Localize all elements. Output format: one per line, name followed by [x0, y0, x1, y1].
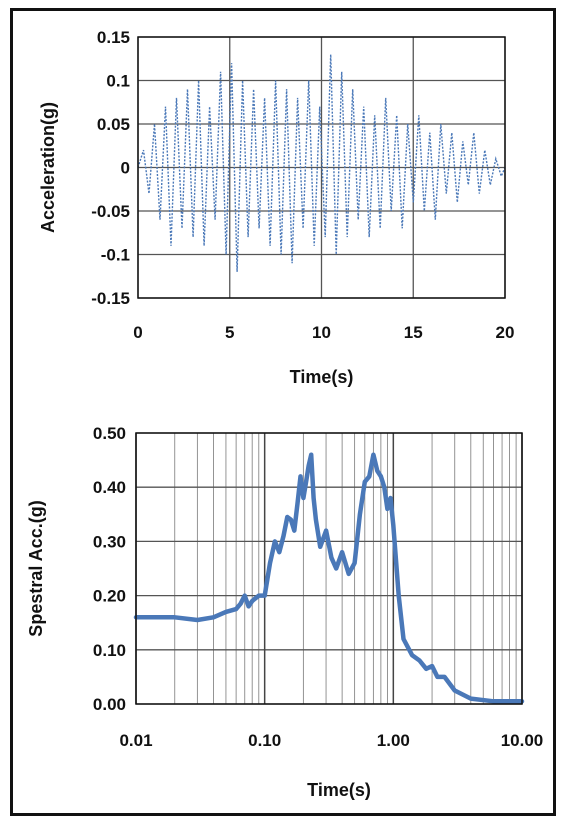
acceleration-x-tick-label: 20	[496, 323, 515, 342]
spectral-y-ticks: 0.50 0.40 0.30 0.20 0.10 0.00	[93, 424, 126, 714]
acceleration-x-tick-label: 5	[225, 323, 234, 342]
acceleration-x-axis-label: Time(s)	[290, 367, 354, 387]
spectral-chart: 0.50 0.40 0.30 0.20 0.10 0.00 0.01 0.10 1.00 10.…	[26, 424, 543, 800]
acceleration-x-tick-label: 0	[133, 323, 142, 342]
acceleration-y-tick-label: -0.1	[101, 246, 130, 265]
acceleration-y-tick-label: 0.05	[97, 115, 130, 134]
spectral-x-tick-label: 0.10	[248, 731, 281, 750]
acceleration-series	[137, 54, 506, 272]
acceleration-y-ticks: 0.15 0.1 0.05 0 -0.05 -0.1 -0.15	[91, 28, 130, 308]
spectral-y-tick-label: 0.10	[93, 641, 126, 660]
spectral-x-axis-label: Time(s)	[307, 780, 371, 800]
spectral-series	[133, 452, 525, 704]
acceleration-y-tick-label: -0.15	[91, 289, 130, 308]
acceleration-plot-area	[137, 36, 506, 299]
spectral-y-tick-label: 0.00	[93, 695, 126, 714]
spectral-y-tick-label: 0.30	[93, 532, 126, 551]
spectral-y-tick-label: 0.40	[93, 478, 126, 497]
acceleration-y-tick-label: 0.1	[106, 72, 130, 91]
acceleration-chart: 0.15 0.1 0.05 0 -0.05 -0.1 -0.15 0 5 10 15 20 Time…	[38, 28, 514, 387]
spectral-x-tick-label: 0.01	[119, 731, 152, 750]
acceleration-grid	[137, 36, 506, 299]
acceleration-x-ticks: 0 5 10 15 20	[133, 323, 514, 342]
acceleration-y-tick-label: 0	[121, 159, 130, 178]
acceleration-y-tick-label: 0.15	[97, 28, 130, 47]
spectral-x-tick-label: 1.00	[377, 731, 410, 750]
spectral-plot-area	[135, 432, 523, 705]
spectral-y-tick-label: 0.50	[93, 424, 126, 443]
spectral-x-ticks: 0.01 0.10 1.00 10.00	[119, 731, 543, 750]
spectral-y-tick-label: 0.20	[93, 587, 126, 606]
spectral-x-tick-label: 10.00	[501, 731, 544, 750]
acceleration-line	[137, 54, 506, 272]
acceleration-y-axis-label: Acceleration(g)	[38, 102, 58, 233]
acceleration-x-tick-label: 15	[404, 323, 423, 342]
acceleration-y-tick-label: -0.05	[91, 202, 130, 221]
figure-frame	[10, 8, 556, 816]
spectral-grid	[135, 432, 523, 705]
spectral-line	[133, 452, 525, 704]
spectral-y-axis-label: Spestral Acc.(g)	[26, 500, 46, 636]
acceleration-x-tick-label: 10	[312, 323, 331, 342]
